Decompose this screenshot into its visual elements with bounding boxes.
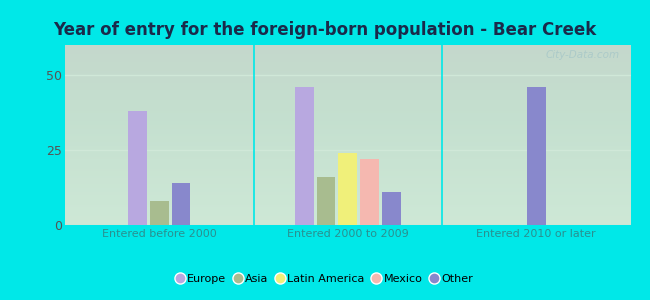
Bar (128, 111, 147, 225)
Text: City-Data.com: City-Data.com (545, 50, 619, 60)
Bar (150, 201, 169, 225)
Bar (295, 87, 314, 225)
Text: Year of entry for the foreign-born population - Bear Creek: Year of entry for the foreign-born popul… (53, 21, 597, 39)
Bar (172, 183, 190, 225)
Legend: Europe, Asia, Latin America, Mexico, Other: Europe, Asia, Latin America, Mexico, Oth… (172, 269, 478, 288)
Bar (360, 159, 379, 225)
Bar (382, 192, 400, 225)
Bar (338, 153, 358, 225)
Bar (527, 87, 546, 225)
Bar (317, 177, 335, 225)
